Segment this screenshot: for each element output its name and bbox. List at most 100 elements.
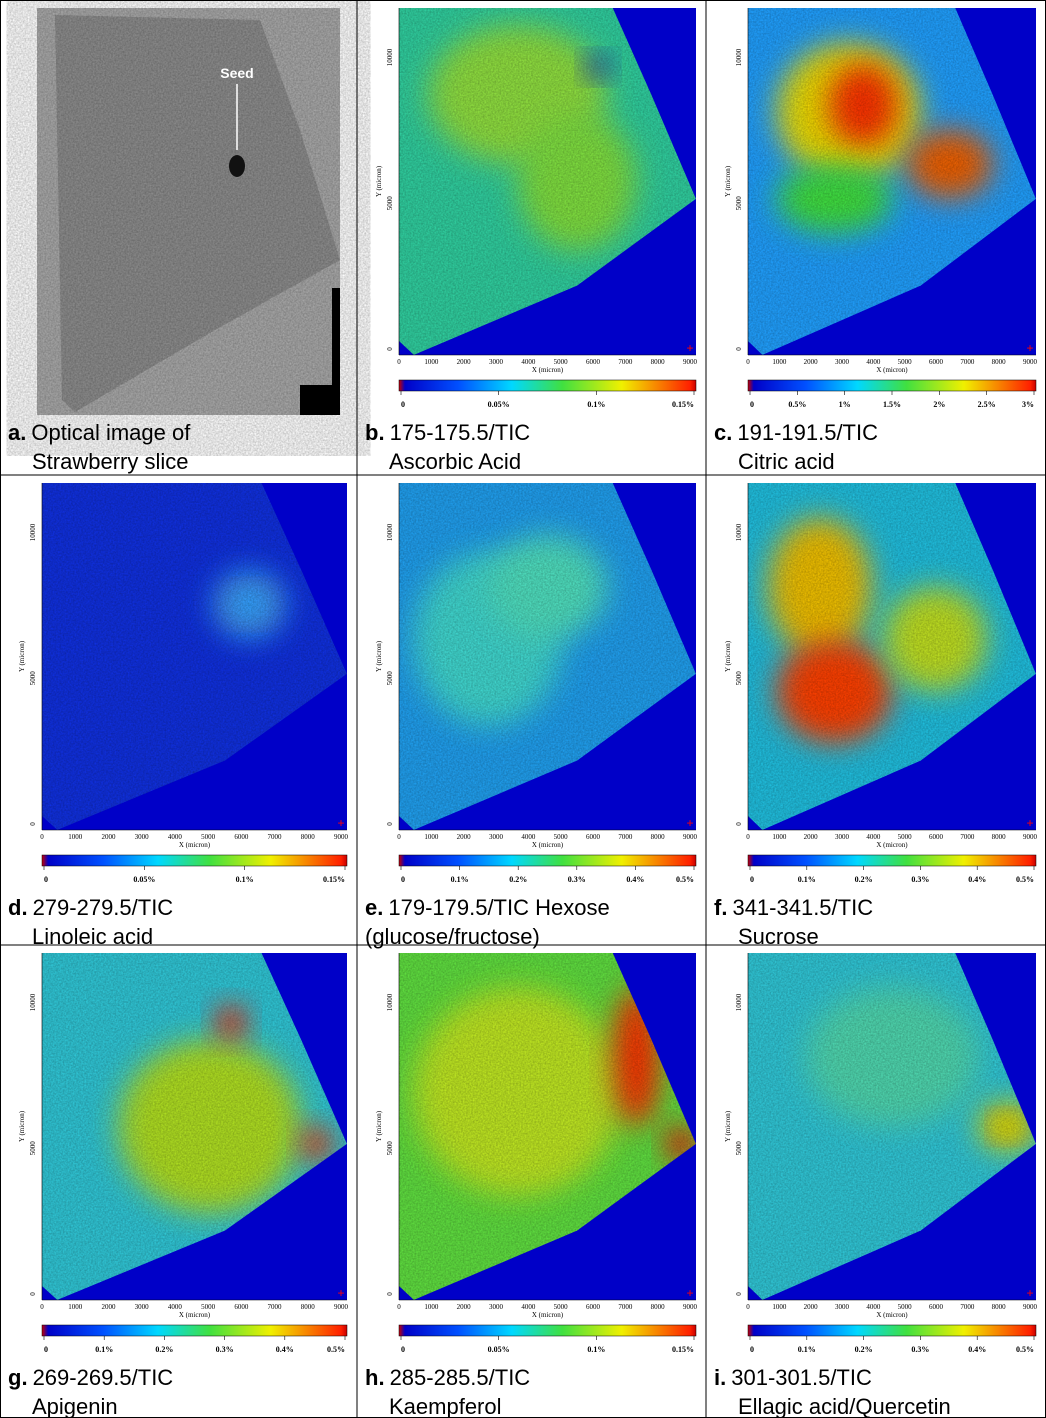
x-tick-label: 3000 bbox=[835, 833, 850, 841]
y-tick-label: 5000 bbox=[735, 196, 743, 211]
panel: g.269-269.5/TICApigenin01000200030004000… bbox=[8, 953, 349, 1418]
x-tick-label: 1000 bbox=[68, 833, 83, 841]
y-tick-label: 10000 bbox=[29, 993, 37, 1011]
x-tick-label: 1000 bbox=[424, 1303, 439, 1311]
y-axis-label: Y (micron) bbox=[18, 1110, 26, 1142]
x-tick-label: 8000 bbox=[301, 1303, 316, 1311]
x-tick-label: 7000 bbox=[268, 1303, 283, 1311]
colorbar bbox=[399, 380, 696, 391]
colorbar-tick-label: 1.5% bbox=[883, 400, 901, 409]
caption-line: Ellagic acid/Quercetin bbox=[738, 1394, 951, 1418]
x-tick-label: 2000 bbox=[804, 1303, 819, 1311]
x-tick-label: 1000 bbox=[424, 358, 439, 366]
corner-marker: + bbox=[686, 1286, 693, 1300]
caption-line: e.179-179.5/TIC Hexose bbox=[365, 895, 610, 920]
caption-line: Citric acid bbox=[738, 449, 835, 474]
colorbar-tick-label: 0.3% bbox=[216, 1345, 234, 1354]
caption-line: a.Optical image of bbox=[8, 420, 191, 445]
y-axis-label: Y (micron) bbox=[375, 165, 383, 197]
colorbar-tick-label: 0 bbox=[401, 1345, 405, 1354]
caption-line: (glucose/fructose) bbox=[365, 924, 540, 949]
x-tick-label: 3000 bbox=[135, 833, 150, 841]
x-tick-label: 9000 bbox=[1023, 1303, 1038, 1311]
colorbar-tick-label: 0 bbox=[750, 875, 754, 884]
x-tick-label: 0 bbox=[397, 833, 401, 841]
x-tick-label: 5000 bbox=[898, 833, 913, 841]
x-tick-label: 4000 bbox=[521, 833, 536, 841]
y-tick-label: 0 bbox=[735, 822, 743, 826]
y-tick-label: 5000 bbox=[29, 671, 37, 686]
x-axis-label: X (micron) bbox=[179, 841, 211, 849]
colorbar bbox=[748, 1325, 1036, 1336]
x-tick-label: 9000 bbox=[683, 833, 698, 841]
colorbar-tick-label: 0.2% bbox=[855, 875, 873, 884]
x-tick-label: 9000 bbox=[334, 1303, 349, 1311]
x-tick-label: 7000 bbox=[960, 358, 975, 366]
x-tick-label: 4000 bbox=[521, 1303, 536, 1311]
x-tick-label: 7000 bbox=[960, 1303, 975, 1311]
colorbar-tick-label: 0 bbox=[401, 400, 405, 409]
caption-text: 279-279.5/TIC bbox=[33, 895, 174, 920]
figure: a.Optical image ofStrawberry sliceSeedb.… bbox=[0, 0, 1046, 1418]
x-tick-label: 3000 bbox=[489, 358, 504, 366]
caption-text: 285-285.5/TIC bbox=[390, 1365, 531, 1390]
colorbar-tick-label: 0.1% bbox=[798, 875, 816, 884]
caption-line: c.191-191.5/TIC bbox=[714, 420, 878, 445]
y-tick-label: 5000 bbox=[386, 196, 394, 211]
panel-letter: e. bbox=[365, 895, 383, 920]
corner-marker: + bbox=[1026, 816, 1033, 830]
x-tick-label: 8000 bbox=[992, 833, 1007, 841]
colorbar-tick-label: 0.15% bbox=[323, 875, 345, 884]
colorbar-tick-label: 0.1% bbox=[451, 875, 469, 884]
caption-line: d.279-279.5/TIC bbox=[8, 895, 173, 920]
x-tick-label: 7000 bbox=[618, 833, 633, 841]
x-tick-label: 2000 bbox=[804, 833, 819, 841]
texture bbox=[37, 8, 340, 415]
x-tick-label: 0 bbox=[397, 358, 401, 366]
y-tick-label: 5000 bbox=[386, 1141, 394, 1156]
colorbar-tick-label: 0.5% bbox=[1016, 1345, 1034, 1354]
y-tick-label: 10000 bbox=[735, 993, 743, 1011]
colorbar bbox=[748, 855, 1036, 866]
x-tick-label: 5000 bbox=[554, 833, 569, 841]
corner-marker: + bbox=[337, 816, 344, 830]
x-tick-label: 8000 bbox=[651, 358, 666, 366]
corner-marker: + bbox=[686, 816, 693, 830]
corner-marker: + bbox=[686, 341, 693, 355]
corner-marker: + bbox=[1026, 1286, 1033, 1300]
corner-marker: + bbox=[1026, 341, 1033, 355]
panel-letter: d. bbox=[8, 895, 28, 920]
x-tick-label: 5000 bbox=[554, 1303, 569, 1311]
caption-text: 179-179.5/TIC Hexose bbox=[388, 895, 609, 920]
x-tick-label: 6000 bbox=[234, 833, 249, 841]
x-tick-label: 5000 bbox=[898, 358, 913, 366]
x-tick-label: 1000 bbox=[68, 1303, 83, 1311]
y-tick-label: 10000 bbox=[735, 48, 743, 66]
colorbar-tick-label: 0.5% bbox=[1016, 875, 1034, 884]
colorbar bbox=[399, 855, 696, 866]
y-tick-label: 0 bbox=[735, 1292, 743, 1296]
seed bbox=[229, 155, 245, 177]
x-tick-label: 5000 bbox=[898, 1303, 913, 1311]
y-tick-label: 10000 bbox=[386, 523, 394, 541]
colorbar-tick-label: 0.05% bbox=[133, 875, 155, 884]
colorbar-tick-label: 0.1% bbox=[587, 1345, 605, 1354]
colorbar-tick-label: 0.5% bbox=[788, 400, 806, 409]
y-axis-label: Y (micron) bbox=[18, 640, 26, 672]
x-tick-label: 4000 bbox=[521, 358, 536, 366]
colorbar-tick-label: 0.2% bbox=[509, 875, 527, 884]
colorbar-tick-label: 0.2% bbox=[855, 1345, 873, 1354]
panel: e.179-179.5/TIC Hexose (glucose/fructose)… bbox=[365, 483, 698, 949]
caption-line: Linoleic acid bbox=[32, 924, 153, 949]
x-tick-label: 2000 bbox=[457, 833, 472, 841]
colorbar bbox=[399, 1325, 696, 1336]
x-tick-label: 7000 bbox=[960, 833, 975, 841]
caption-text: Optical image of bbox=[31, 420, 191, 445]
colorbar-tick-label: 0.5% bbox=[327, 1345, 345, 1354]
x-tick-label: 7000 bbox=[618, 358, 633, 366]
y-tick-label: 10000 bbox=[735, 523, 743, 541]
colorbar-tick-label: 0.1% bbox=[236, 875, 254, 884]
x-tick-label: 6000 bbox=[586, 1303, 601, 1311]
